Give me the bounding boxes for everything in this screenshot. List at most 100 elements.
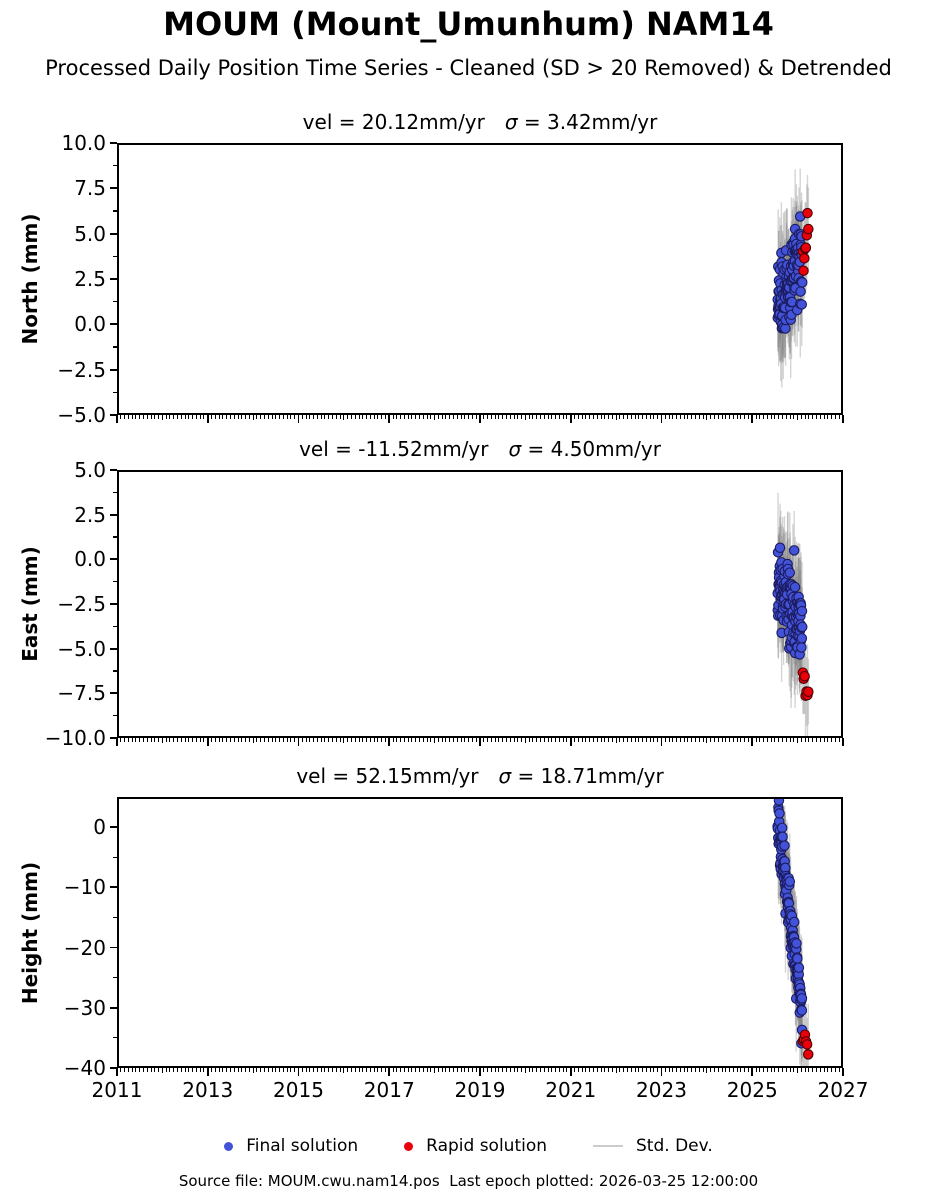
x-minor-tick [543,415,545,419]
x-minor-tick [581,1068,583,1072]
y-minor-tick [113,346,117,348]
x-minor-tick [490,415,492,419]
east-ytick-label: −5.0 [57,636,106,661]
x-minor-tick [127,1068,129,1072]
x-minor-tick [505,415,507,419]
x-minor-tick [816,738,818,742]
x-minor-tick [687,415,689,419]
y-major-tick [110,946,117,949]
x-minor-tick [698,1068,700,1072]
x-major-tick [751,1068,754,1076]
x-year-tick [615,415,617,420]
x-minor-tick [634,1068,636,1072]
legend-item-final: Final solution [224,1136,358,1156]
east-ytick-label: −7.5 [57,681,106,706]
east-ytick-label: 5.0 [74,458,106,482]
x-minor-tick [653,1068,655,1072]
x-minor-tick [611,1068,613,1072]
x-year-tick [343,1068,345,1073]
x-minor-tick [502,1068,504,1072]
x-minor-tick [169,738,171,742]
x-minor-tick [642,738,644,742]
x-minor-tick [430,1068,432,1072]
x-minor-tick [422,415,424,419]
x-minor-tick [188,738,190,742]
page-title: MOUM (Mount_Umunhum) NAM14 [163,5,774,43]
x-minor-tick [335,1068,337,1072]
x-minor-tick [831,415,833,419]
legend-item-stddev: Std. Dev. [593,1136,713,1156]
x-minor-tick [309,1068,311,1072]
y-major-tick [110,513,117,516]
height-panel-title: vel = 52.15mm/yr σ = 18.71mm/yr [117,764,843,788]
height-sigma-value: σ = 18.71mm/yr [498,764,664,788]
x-minor-tick [702,738,704,742]
x-minor-tick [229,415,231,419]
x-major-tick [569,1068,572,1076]
x-minor-tick [339,1068,341,1072]
x-minor-tick [687,738,689,742]
x-minor-tick [509,1068,511,1072]
x-minor-tick [695,415,697,419]
x-minor-tick [256,415,258,419]
y-minor-tick [113,581,117,583]
x-minor-tick [214,415,216,419]
legend-label-rapid: Rapid solution [426,1136,548,1156]
x-minor-tick [335,415,337,419]
x-minor-tick [778,415,780,419]
x-minor-tick [313,415,315,419]
x-minor-tick [774,738,776,742]
x-minor-tick [173,1068,175,1072]
x-minor-tick [585,738,587,742]
y-major-tick [110,278,117,280]
x-minor-tick [350,1068,352,1072]
east-ytick-label: −10.0 [44,726,106,750]
x-minor-tick [816,415,818,419]
x-minor-tick [301,1068,303,1072]
x-major-tick [116,738,118,746]
x-minor-tick [256,738,258,742]
x-minor-tick [358,738,360,742]
x-minor-tick [774,415,776,419]
xtick-label: 2013 [182,1078,234,1102]
x-minor-tick [248,738,250,742]
final-points-group [772,211,808,334]
x-minor-tick [426,738,428,742]
x-year-tick [797,415,799,420]
x-minor-tick [823,738,825,742]
x-minor-tick [154,1068,156,1072]
x-minor-tick [453,738,455,742]
x-minor-tick [313,1068,315,1072]
x-minor-tick [710,1068,712,1072]
x-minor-tick [626,1068,628,1072]
xtick-label: 2015 [273,1078,324,1102]
x-minor-tick [347,738,349,742]
x-minor-tick [218,738,220,742]
x-minor-tick [445,738,447,742]
x-minor-tick [532,738,534,742]
x-minor-tick [192,738,194,742]
y-minor-tick [113,301,117,303]
x-minor-tick [732,415,734,419]
x-minor-tick [407,1068,409,1072]
x-minor-tick [521,1068,523,1072]
x-minor-tick [490,738,492,742]
x-minor-tick [736,415,738,419]
x-minor-tick [763,738,765,742]
y-minor-tick [113,856,117,858]
x-minor-tick [256,1068,258,1072]
x-major-tick [388,1068,391,1076]
x-minor-tick [732,738,734,742]
x-minor-tick [717,1068,719,1072]
x-minor-tick [471,415,473,419]
x-minor-tick [729,415,731,419]
x-year-tick [252,415,254,420]
xtick-label: 2021 [545,1078,597,1102]
plot-border [117,143,843,415]
x-minor-tick [540,415,541,419]
xtick-label: 2025 [726,1078,778,1102]
x-minor-tick [808,738,810,742]
x-minor-tick [800,415,802,419]
x-minor-tick [154,738,156,742]
x-minor-tick [532,415,534,419]
